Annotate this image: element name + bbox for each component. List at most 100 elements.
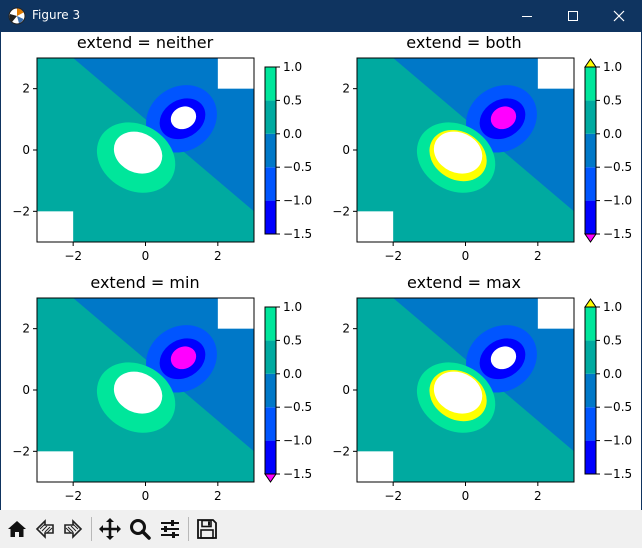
colorbar-band	[265, 340, 276, 374]
masked-region	[537, 298, 574, 329]
colorbar-tick-label: −1.5	[283, 227, 312, 241]
colorbar-band	[585, 307, 596, 341]
colorbar-tick-label: −1.5	[603, 227, 632, 241]
colorbar-band	[585, 133, 596, 168]
y-tick-label: −2	[332, 204, 350, 218]
contour-band	[490, 346, 517, 370]
colorbar-band	[265, 100, 276, 134]
subplot-title: extend = min	[90, 273, 200, 292]
colorbar-band	[265, 373, 276, 408]
colorbar-frame	[264, 66, 277, 235]
floppy-disk-icon	[197, 519, 217, 539]
masked-region	[217, 58, 254, 89]
y-tick-label: 2	[22, 322, 30, 336]
colorbar-band	[265, 407, 276, 441]
colorbar-band	[585, 407, 596, 441]
subplot-neither[interactable]: −2 0 2 2 0 −2 1.0 0.5 0.0 −0.5 −1.0 −1.5	[0, 50, 320, 270]
colorbar-tick-label: 0.0	[283, 127, 302, 141]
toolbar-separator	[91, 517, 92, 541]
x-tick-label: −2	[64, 489, 82, 503]
colorbar-extend-under	[264, 473, 277, 483]
colorbar[interactable]: 1.0 0.5 0.0 −0.5 −1.0 −1.5	[264, 300, 312, 483]
toolbar-separator	[188, 517, 189, 541]
minimize-button[interactable]	[504, 0, 550, 32]
colorbar-tick-label: 0.5	[283, 93, 302, 107]
masked-region	[537, 58, 574, 89]
x-tick-label: 0	[142, 249, 150, 263]
masked-region	[37, 211, 74, 242]
x-tick-label: 2	[534, 249, 542, 263]
colorbar-band	[265, 67, 276, 101]
y-tick-label: −2	[12, 204, 30, 218]
contour-band	[170, 106, 197, 130]
pan-button[interactable]	[97, 516, 123, 542]
contour-band	[113, 371, 163, 414]
colorbar-tick-label: 1.0	[283, 60, 302, 74]
forward-arrow-icon	[64, 519, 83, 539]
y-tick-label: 2	[342, 82, 350, 96]
subplot-title: extend = neither	[76, 33, 214, 52]
maximize-icon	[568, 11, 578, 21]
y-tick-label: 0	[342, 143, 350, 157]
masked-region	[357, 451, 394, 482]
colorbar-tick-label: 1.0	[603, 300, 622, 314]
sliders-icon	[161, 520, 179, 538]
colorbar-band	[265, 307, 276, 341]
masked-region	[217, 298, 254, 329]
contour-band	[113, 131, 163, 174]
contour-band	[170, 346, 197, 370]
contour-area[interactable]	[357, 58, 574, 242]
colorbar-band	[585, 340, 596, 374]
magnifier-icon	[130, 519, 151, 540]
x-tick-label: 0	[462, 489, 470, 503]
x-tick-label: −2	[384, 249, 402, 263]
x-tick-label: 0	[142, 489, 150, 503]
window-title-bar[interactable]: Figure 3	[0, 0, 642, 32]
subplot-both[interactable]: −2 0 2 2 0 −2 1.0 0.5 0.0 −0.5 −1.0 −1.5	[320, 50, 642, 270]
maximize-button[interactable]	[550, 0, 596, 32]
colorbar-band	[265, 133, 276, 168]
back-button[interactable]	[32, 516, 58, 542]
move-icon	[99, 518, 121, 540]
subplot-min[interactable]: −2 0 2 2 0 −2 1.0 0.5 0.0 −0.5 −1.0 −1.5	[0, 290, 320, 510]
subplot-max[interactable]: −2 0 2 2 0 −2 1.0 0.5 0.0 −0.5 −1.0 −1.5	[320, 290, 642, 510]
contour-band	[433, 371, 483, 414]
navigation-toolbar	[0, 510, 642, 548]
colorbar-band	[585, 373, 596, 408]
colorbar-extend-under	[584, 233, 597, 243]
save-button[interactable]	[194, 516, 220, 542]
y-tick-label: −2	[332, 444, 350, 458]
zoom-button[interactable]	[127, 516, 153, 542]
colorbar-tick-label: −0.5	[283, 160, 312, 174]
minimize-icon	[522, 16, 532, 17]
colorbar[interactable]: 1.0 0.5 0.0 −0.5 −1.0 −1.5	[584, 58, 632, 243]
back-arrow-icon	[35, 519, 54, 539]
x-tick-label: 0	[462, 249, 470, 263]
home-button[interactable]	[4, 516, 30, 542]
close-button[interactable]	[596, 0, 642, 32]
home-icon	[8, 521, 26, 537]
colorbar-band	[265, 167, 276, 201]
colorbar-tick-label: −1.5	[603, 467, 632, 481]
configure-subplots-button[interactable]	[157, 516, 183, 542]
contour-area[interactable]	[357, 298, 574, 482]
colorbar-tick-label: 0.5	[283, 333, 302, 347]
x-tick-label: 2	[214, 249, 222, 263]
contour-area[interactable]	[37, 58, 254, 242]
colorbar-tick-label: −1.0	[603, 194, 632, 208]
colorbar-tick-label: 0.0	[603, 367, 622, 381]
colorbar-tick-label: 1.0	[603, 60, 622, 74]
forward-button[interactable]	[60, 516, 86, 542]
colorbar-band	[265, 440, 276, 474]
subplot-title: extend = both	[406, 33, 522, 52]
colorbar-band	[585, 200, 596, 234]
colorbar[interactable]: 1.0 0.5 0.0 −0.5 −1.0 −1.5	[264, 60, 312, 241]
colorbar-extend-over	[584, 298, 597, 308]
contour-band	[433, 131, 483, 174]
y-tick-label: 0	[342, 383, 350, 397]
contour-area[interactable]	[37, 298, 254, 482]
colorbar[interactable]: 1.0 0.5 0.0 −0.5 −1.0 −1.5	[584, 298, 632, 481]
masked-region	[357, 211, 394, 242]
colorbar-tick-label: 1.0	[283, 300, 302, 314]
colorbar-band	[265, 200, 276, 234]
